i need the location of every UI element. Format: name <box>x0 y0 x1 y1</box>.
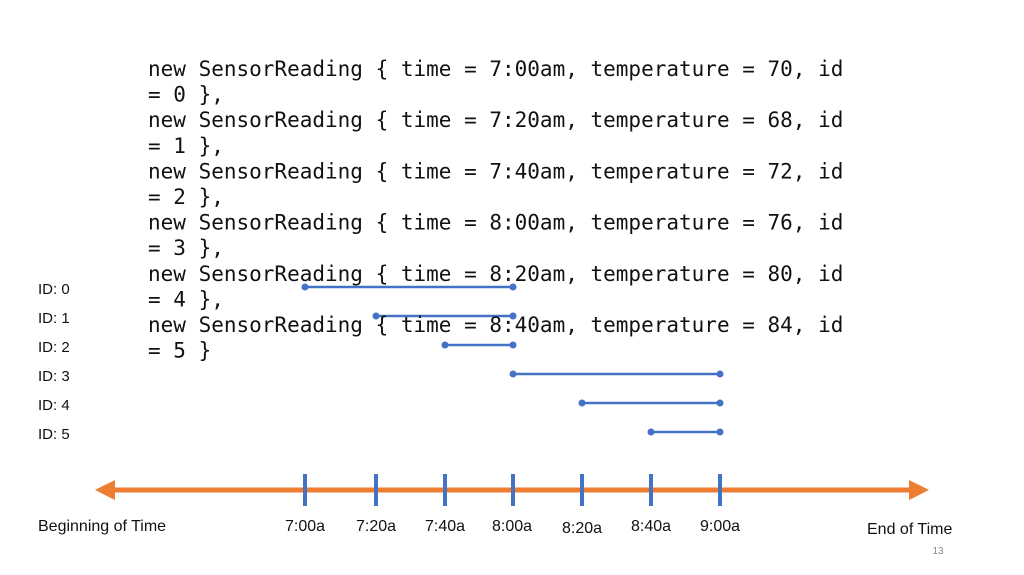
end-label: End of Time <box>867 521 952 538</box>
endpoint <box>716 428 724 436</box>
endpoint <box>578 399 586 407</box>
code-line: new SensorReading { time = 7:00am, tempe… <box>148 57 843 81</box>
id-label: ID: 3 <box>38 368 70 385</box>
code-line: = 0 }, <box>148 83 224 107</box>
code-block: new SensorReading { time = 7:00am, tempe… <box>148 57 843 363</box>
arrow-right <box>909 480 929 500</box>
code-line: new SensorReading { time = 8:20am, tempe… <box>148 262 843 286</box>
tick-label: 8:40a <box>631 518 671 535</box>
endpoint <box>647 428 655 436</box>
tick-label: 8:20a <box>562 520 602 537</box>
id-label: ID: 5 <box>38 426 70 443</box>
id-label: ID: 4 <box>38 397 70 414</box>
axis <box>95 474 929 506</box>
endpoint <box>509 370 517 378</box>
endpoint <box>509 312 517 320</box>
tick-label: 9:00a <box>700 518 740 535</box>
endpoint <box>372 312 380 320</box>
code-line: new SensorReading { time = 7:20am, tempe… <box>148 108 843 132</box>
start-label: Beginning of Time <box>38 518 166 535</box>
endpoint <box>716 399 724 407</box>
code-line: = 5 } <box>148 339 211 363</box>
code-line: = 4 }, <box>148 287 224 311</box>
code-line: = 3 }, <box>148 236 224 260</box>
endpoint <box>301 283 309 291</box>
tick-labels: 7:00a 7:20a 7:40a 8:00a 8:20a 8:40a 9:00… <box>285 518 740 537</box>
code-line: new SensorReading { time = 7:40am, tempe… <box>148 159 843 183</box>
slide-number: 13 <box>932 546 944 557</box>
endpoint <box>716 370 724 378</box>
tick-label: 8:00a <box>492 518 532 535</box>
endpoint <box>441 341 449 349</box>
endpoint <box>509 283 517 291</box>
id-label: ID: 0 <box>38 281 70 298</box>
id-label: ID: 1 <box>38 310 70 327</box>
id-label: ID: 2 <box>38 339 70 356</box>
code-line: new SensorReading { time = 8:00am, tempe… <box>148 211 843 235</box>
intervals <box>301 283 724 436</box>
tick-label: 7:40a <box>425 518 465 535</box>
arrow-left <box>95 480 115 500</box>
tick-label: 7:00a <box>285 518 325 535</box>
endpoint <box>509 341 517 349</box>
code-line: new SensorReading { time = 8:40am, tempe… <box>148 313 843 337</box>
id-labels: ID: 0 ID: 1 ID: 2 ID: 3 ID: 4 ID: 5 <box>38 281 70 443</box>
code-line: = 2 }, <box>148 185 224 209</box>
code-line: = 1 }, <box>148 134 224 158</box>
tick-label: 7:20a <box>356 518 396 535</box>
